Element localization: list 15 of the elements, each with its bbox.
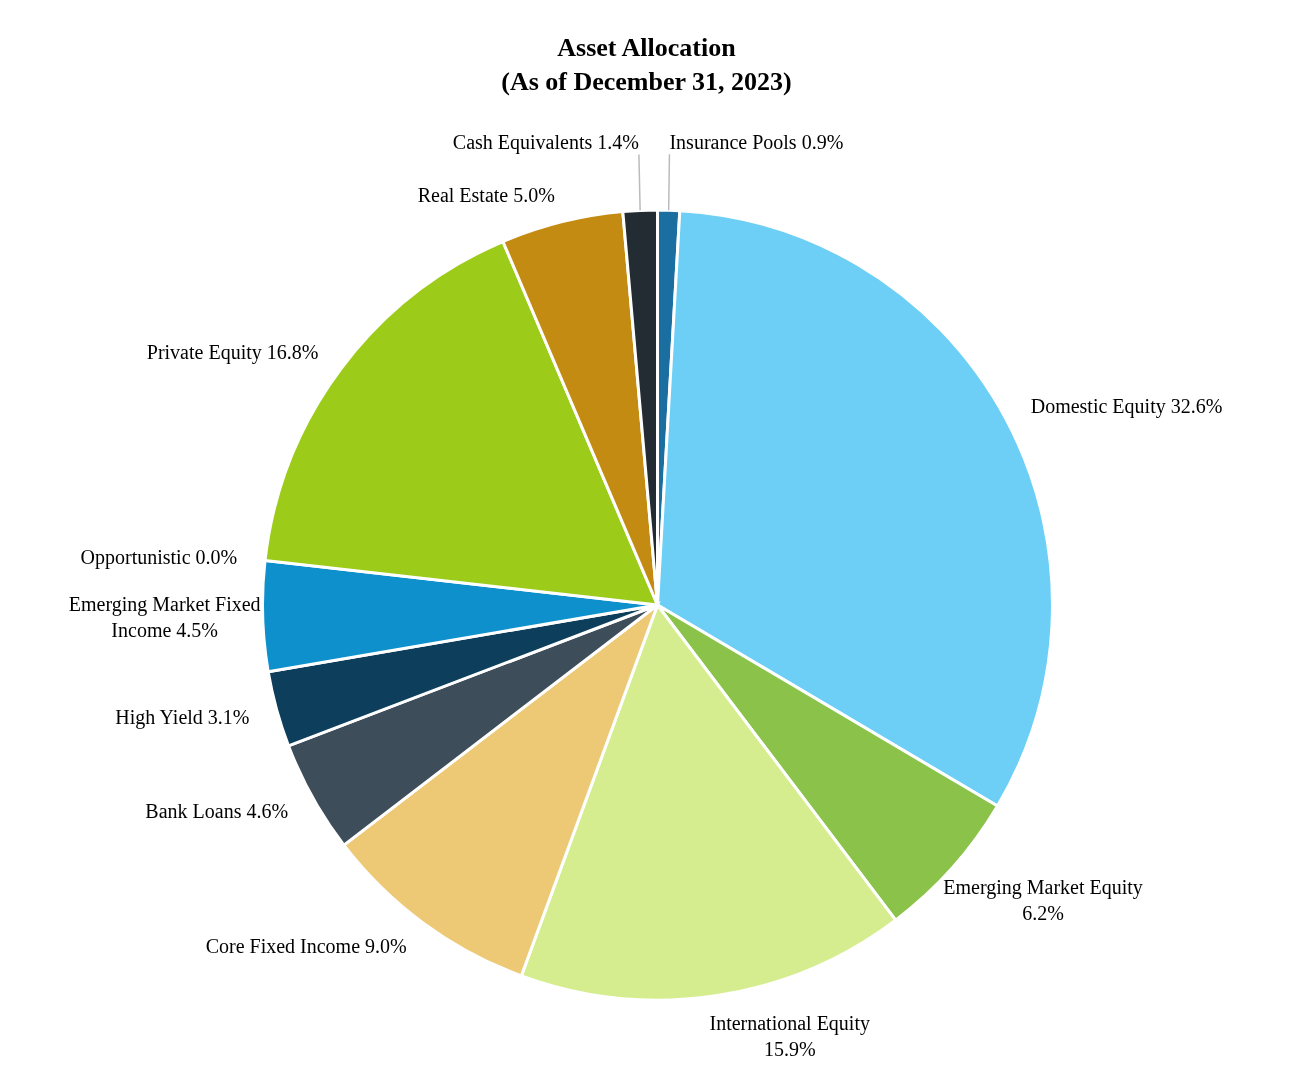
slice-label: High Yield 3.1% [115,705,250,729]
slice-label: Cash Equivalents 1.4% [452,131,639,155]
slice-label: Insurance Pools 0.9% [669,131,844,154]
slice-label: Emerging Market Equity [943,875,1143,899]
slice-label: International Equity [709,1012,870,1036]
slice-label: Domestic Equity 32.6% [1030,394,1223,418]
slice-label: Bank Loans 4.6% [145,800,289,823]
slice-label: Private Equity 16.8% [146,341,319,365]
slice-label: Core Fixed Income 9.0% [205,934,407,957]
data-label: 6.2% [1022,901,1064,924]
data-label: 15.9% [763,1038,816,1061]
category-label: Opportunistic 0.0% [80,546,238,569]
chart-title: Asset Allocation (As of December 31, 2023) [501,33,792,96]
slice-label: Emerging Market Fixed Income 4.5% [68,592,261,641]
slice-label: Real Estate 5.0% [417,183,555,206]
